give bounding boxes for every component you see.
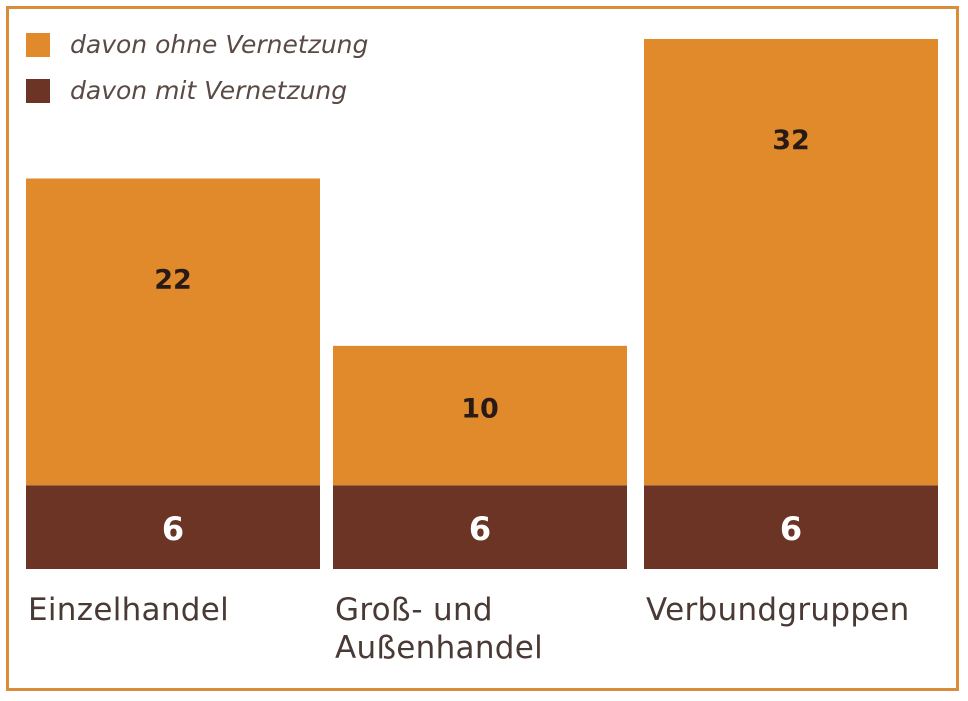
bar-mit-vernetzung-3	[644, 485, 938, 569]
category-label-line: Groß- und	[335, 592, 493, 628]
category-label-line: Verbundgruppen	[646, 592, 910, 628]
category-label-1: Einzelhandel	[28, 592, 229, 628]
bar-mit-vernetzung-1	[26, 485, 320, 569]
data-label-ohne-1: 22	[154, 264, 192, 295]
legend-swatch	[26, 32, 50, 57]
bar-ohne-vernetzung-1	[26, 178, 320, 486]
data-label-ohne-2: 10	[461, 394, 499, 425]
data-label-mit-1: 6	[162, 510, 184, 548]
category-label-3: Verbundgruppen	[646, 592, 910, 628]
category-label-line: Einzelhandel	[28, 592, 230, 628]
data-label-ohne-3: 32	[772, 125, 810, 156]
legend-item: davon mit Vernetzung	[26, 76, 347, 105]
chart-frame	[6, 6, 959, 691]
data-label-mit-3: 6	[780, 510, 802, 548]
bar-mit-vernetzung-2	[333, 485, 627, 569]
legend-swatch	[26, 78, 50, 103]
data-label-mit-2: 6	[469, 510, 491, 548]
bar-ohne-vernetzung-3	[644, 39, 938, 486]
legend-label: davon mit Vernetzung	[70, 76, 348, 105]
category-label-2: Groß- und Außenhandel	[335, 592, 543, 666]
bar-ohne-vernetzung-2	[333, 345, 627, 486]
category-label-line: Außenhandel	[335, 630, 544, 666]
legend-item: davon ohne Vernetzung	[26, 30, 368, 59]
legend-label: davon ohne Vernetzung	[70, 30, 369, 59]
